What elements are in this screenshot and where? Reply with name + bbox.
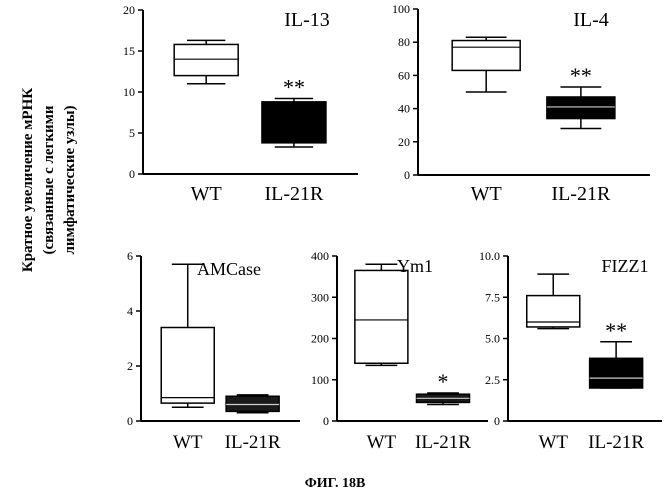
y-tick-label: 100 xyxy=(311,373,329,387)
significance-marker: ** xyxy=(570,63,592,88)
panel-ym1: 0 100 200 300 400 WT IL-21R * Ym1 xyxy=(311,249,488,453)
panel-title: Ym1 xyxy=(397,256,433,276)
iqr-box xyxy=(354,269,409,364)
y-tick-label: 0 xyxy=(404,168,410,182)
box-il-21r xyxy=(225,394,280,414)
y-tick-label: 0 xyxy=(127,414,133,428)
box-wt xyxy=(354,263,409,367)
y-tick-label: 5 xyxy=(129,126,135,140)
y-tick-label: 20 xyxy=(123,3,135,17)
y-tick-label: 400 xyxy=(311,249,329,263)
y-tick-label: 10 xyxy=(123,85,135,99)
category-label-il-21r: IL-21R xyxy=(415,432,471,453)
category-label-wt: WT xyxy=(367,432,397,453)
y-axis-label-line-3: лимфатические узлы) xyxy=(62,105,78,255)
box-wt xyxy=(451,36,521,93)
panel-fizz1: 0 2.5 5.0 7.5 10.0 WT IL-21R ** FIZZ1 xyxy=(479,249,662,453)
panel-title: IL-13 xyxy=(284,9,330,31)
box-il-21r xyxy=(261,97,327,148)
y-tick-label: 0 xyxy=(323,414,329,428)
y-tick-label: 0 xyxy=(494,414,500,428)
box-wt xyxy=(173,39,239,85)
panel-il-4: 0 20 40 60 80 100 WT IL-21R ** IL-4 xyxy=(392,2,650,205)
y-tick-label: 2.5 xyxy=(485,373,500,387)
category-label-il-21r: IL-21R xyxy=(264,183,324,205)
category-label-wt: WT xyxy=(538,432,568,453)
significance-marker: ** xyxy=(605,318,627,343)
box-il-21r xyxy=(415,392,471,406)
category-label-il-21r: IL-21R xyxy=(225,432,281,453)
y-tick-label: 10.0 xyxy=(479,249,500,263)
y-tick-label: 40 xyxy=(398,102,410,116)
iqr-box xyxy=(261,101,327,144)
significance-marker: * xyxy=(438,369,449,394)
y-tick-label: 2 xyxy=(127,359,133,373)
y-tick-label: 300 xyxy=(311,290,329,304)
iqr-box xyxy=(588,357,644,389)
figure-caption: ФИГ. 18B xyxy=(304,476,366,491)
iqr-box xyxy=(451,39,521,72)
box-il-21r xyxy=(588,341,644,389)
box-wt xyxy=(160,263,215,408)
category-label-il-21r: IL-21R xyxy=(588,432,644,453)
y-axis-label-line-1: Кратное увеличение мРНК xyxy=(20,87,36,273)
y-tick-label: 200 xyxy=(311,332,329,346)
y-tick-label: 100 xyxy=(392,2,410,16)
y-tick-label: 0 xyxy=(129,167,135,181)
category-label-wt: WT xyxy=(191,183,222,205)
y-tick-label: 7.5 xyxy=(485,290,500,304)
significance-marker: ** xyxy=(283,75,305,100)
panel-amcase: 0 2 4 6 WT IL-21R AMCase xyxy=(127,249,300,453)
panel-title: IL-4 xyxy=(573,9,609,31)
iqr-box xyxy=(160,326,215,404)
panel-il-13: 0 5 10 15 20 WT IL-21R ** IL-13 xyxy=(123,3,358,205)
y-tick-label: 4 xyxy=(127,304,133,318)
y-tick-label: 20 xyxy=(398,135,410,149)
box-il-21r xyxy=(546,86,616,130)
iqr-box xyxy=(546,96,616,120)
y-tick-label: 6 xyxy=(127,249,133,263)
y-axis-label-line-2: (связанные с легкими xyxy=(41,105,57,255)
box-wt xyxy=(526,273,581,330)
panel-title: AMCase xyxy=(197,259,261,279)
y-tick-label: 80 xyxy=(398,35,410,49)
category-label-wt: WT xyxy=(173,432,203,453)
y-tick-label: 15 xyxy=(123,44,135,58)
iqr-box xyxy=(173,43,239,77)
iqr-box xyxy=(225,395,280,413)
category-label-wt: WT xyxy=(471,183,502,205)
panel-title: FIZZ1 xyxy=(602,256,649,276)
y-tick-label: 5.0 xyxy=(485,332,500,346)
category-label-il-21r: IL-21R xyxy=(551,183,611,205)
y-axis-label: Кратное увеличение мРНК (связанные с лег… xyxy=(18,30,81,330)
y-tick-label: 60 xyxy=(398,68,410,82)
